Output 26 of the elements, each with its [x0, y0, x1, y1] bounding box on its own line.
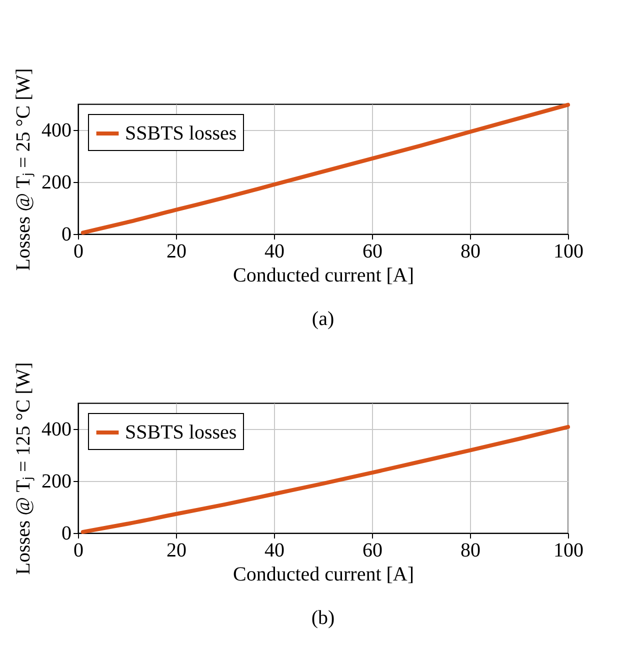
y-tick-label: 0 [62, 522, 72, 544]
x-tick-label: 40 [264, 240, 284, 262]
x-axis-title: Conducted current [A] [232, 264, 414, 286]
x-tick-label: 20 [166, 540, 186, 562]
text: (a) [312, 308, 334, 330]
y-tick-label: 200 [42, 470, 72, 492]
line-series [80, 102, 570, 235]
x-tick-label: 60 [362, 240, 382, 262]
x-tick-label: 20 [166, 240, 186, 262]
legend-label: SSBTS losses [125, 422, 237, 444]
x-tick-label: 100 [554, 240, 584, 262]
y-axis-title: Losses @ Tⱼ = 25 °C [W] [12, 68, 34, 271]
text: (b) [311, 607, 335, 629]
y-tick-label: 400 [42, 120, 72, 142]
y-tick-label: 400 [42, 418, 72, 440]
x-tick-label: 60 [362, 540, 382, 562]
x-tick-label: 100 [554, 540, 584, 562]
line-series [80, 424, 570, 534]
x-axis-title: Conducted current [A] [232, 564, 414, 586]
x-tick-label: 80 [460, 540, 480, 562]
x-tick-label: 40 [264, 540, 284, 562]
legend-label: SSBTS losses [125, 122, 237, 144]
y-tick-label: 0 [62, 224, 72, 246]
y-axis-title: Losses @ Tⱼ = 125 °C [W] [12, 362, 34, 575]
y-tick-label: 200 [42, 172, 72, 194]
x-tick-label: 80 [460, 240, 480, 262]
